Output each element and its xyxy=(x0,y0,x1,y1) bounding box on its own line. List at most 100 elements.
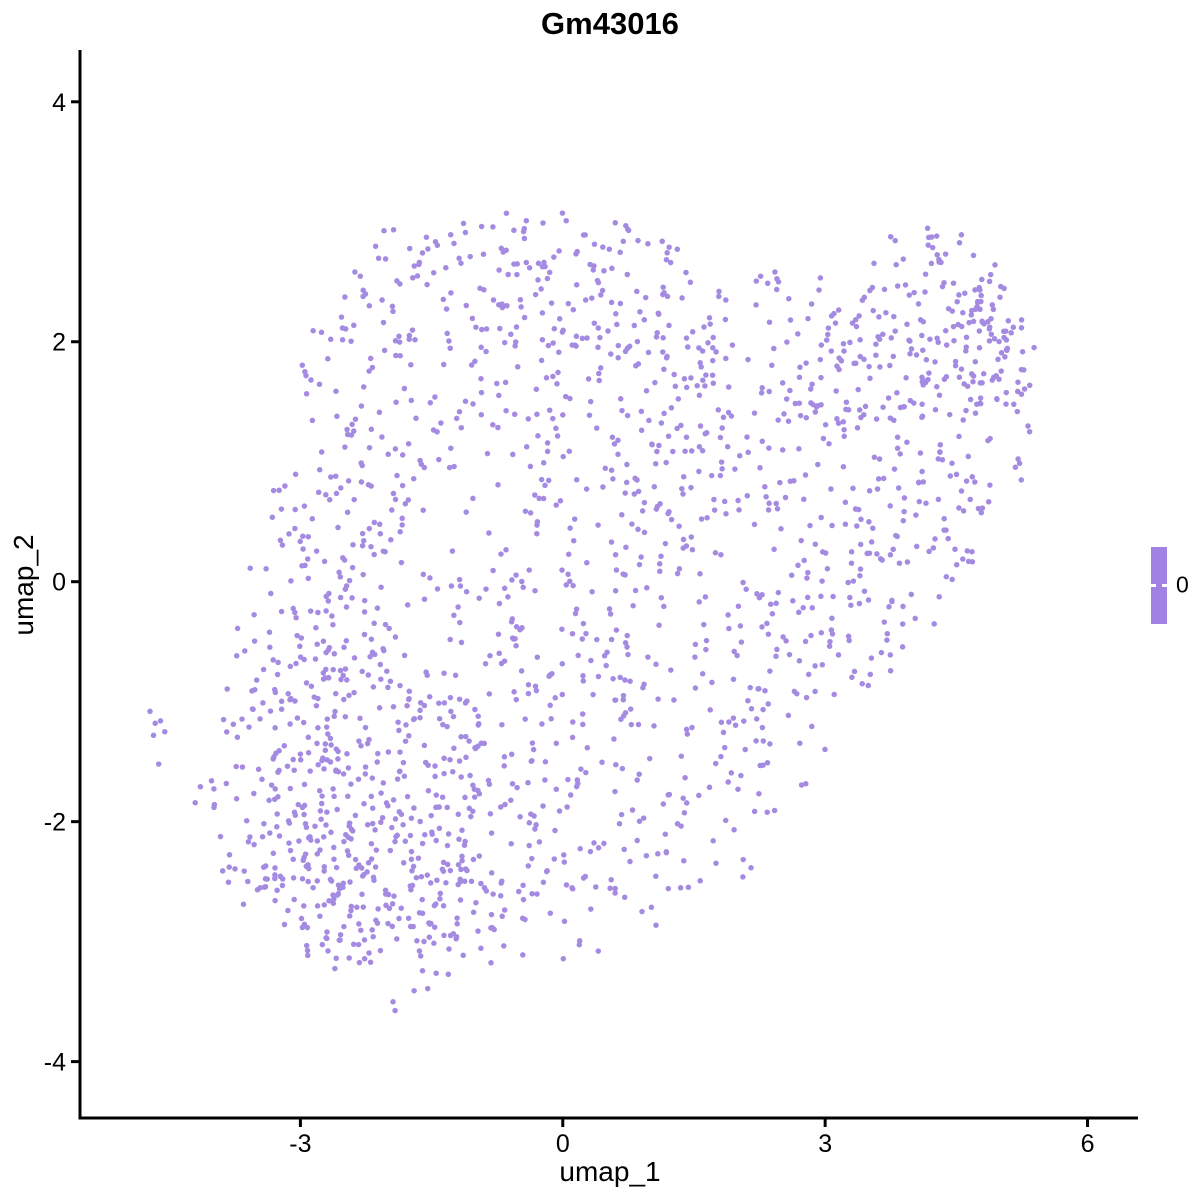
data-point xyxy=(455,811,462,818)
data-point xyxy=(1003,389,1010,396)
data-point xyxy=(998,368,1004,374)
data-point xyxy=(611,441,618,447)
data-point xyxy=(997,294,1003,300)
data-point xyxy=(457,619,463,626)
data-point xyxy=(290,856,296,863)
data-point xyxy=(792,400,799,407)
data-point xyxy=(591,840,597,846)
data-point xyxy=(425,787,432,794)
data-point xyxy=(501,763,507,769)
data-point xyxy=(540,460,547,466)
data-point xyxy=(560,453,566,460)
data-point xyxy=(890,546,896,553)
data-point xyxy=(266,629,273,635)
data-point xyxy=(824,565,831,572)
data-point xyxy=(317,913,323,919)
data-point xyxy=(286,531,292,537)
data-point xyxy=(1008,330,1014,336)
data-point xyxy=(621,846,627,853)
data-point xyxy=(685,344,691,350)
data-point xyxy=(358,743,364,749)
data-point xyxy=(594,636,600,643)
data-point xyxy=(630,602,636,609)
data-point xyxy=(371,551,377,558)
data-point xyxy=(660,801,667,807)
data-point xyxy=(424,985,431,992)
data-point xyxy=(371,620,377,627)
data-point xyxy=(943,573,950,580)
data-point xyxy=(583,630,589,637)
data-point xyxy=(421,596,428,602)
data-point xyxy=(723,297,729,303)
data-point xyxy=(835,420,842,426)
data-point xyxy=(817,275,824,281)
data-point xyxy=(867,671,874,678)
data-point xyxy=(440,361,447,368)
data-point xyxy=(239,764,246,770)
data-point xyxy=(327,336,334,343)
data-point xyxy=(829,615,835,621)
data-point xyxy=(346,820,353,826)
data-point xyxy=(540,879,547,886)
data-point xyxy=(671,697,677,703)
data-point xyxy=(612,697,619,703)
data-point xyxy=(666,322,672,329)
data-point xyxy=(456,408,463,415)
data-point xyxy=(377,947,384,954)
data-point xyxy=(969,559,976,565)
data-point xyxy=(892,237,898,244)
data-point xyxy=(478,344,484,351)
data-point xyxy=(396,333,402,340)
data-point xyxy=(641,499,648,506)
data-point xyxy=(516,888,522,895)
data-point xyxy=(246,724,252,730)
data-point xyxy=(323,608,329,614)
data-point xyxy=(635,237,641,244)
data-point xyxy=(664,293,671,300)
data-point xyxy=(1003,401,1009,407)
data-point xyxy=(540,220,546,226)
data-point xyxy=(360,384,367,390)
data-point xyxy=(457,583,464,589)
data-point xyxy=(556,349,562,355)
data-point xyxy=(526,265,533,271)
data-point xyxy=(267,830,273,836)
data-point xyxy=(570,537,577,544)
data-point xyxy=(434,877,440,883)
data-point xyxy=(459,853,465,860)
data-point xyxy=(396,915,402,922)
data-point xyxy=(518,304,524,310)
data-point xyxy=(740,874,746,880)
data-point xyxy=(287,785,294,792)
data-point xyxy=(497,325,503,332)
data-point xyxy=(849,674,855,681)
data-point xyxy=(598,292,604,298)
data-point xyxy=(342,713,349,720)
data-point xyxy=(478,880,484,887)
data-point xyxy=(760,738,767,744)
data-point xyxy=(233,795,240,802)
data-point xyxy=(520,882,526,889)
data-point xyxy=(1003,328,1009,334)
data-point xyxy=(425,246,431,252)
data-point xyxy=(416,948,423,954)
data-point xyxy=(281,743,288,749)
y-tick-label: 4 xyxy=(52,89,66,117)
data-point xyxy=(573,251,579,257)
data-point xyxy=(950,323,957,330)
data-point xyxy=(680,545,686,551)
data-point xyxy=(488,960,494,966)
data-point xyxy=(978,509,985,516)
data-point xyxy=(552,695,558,701)
data-point xyxy=(225,879,232,885)
data-point xyxy=(736,507,742,513)
data-point xyxy=(533,822,539,828)
data-point xyxy=(683,800,690,806)
data-point xyxy=(373,917,379,924)
data-point xyxy=(553,740,560,747)
data-point xyxy=(808,632,814,639)
data-point xyxy=(409,882,416,889)
data-point xyxy=(916,498,923,505)
data-point xyxy=(741,718,747,724)
data-point xyxy=(877,364,883,370)
